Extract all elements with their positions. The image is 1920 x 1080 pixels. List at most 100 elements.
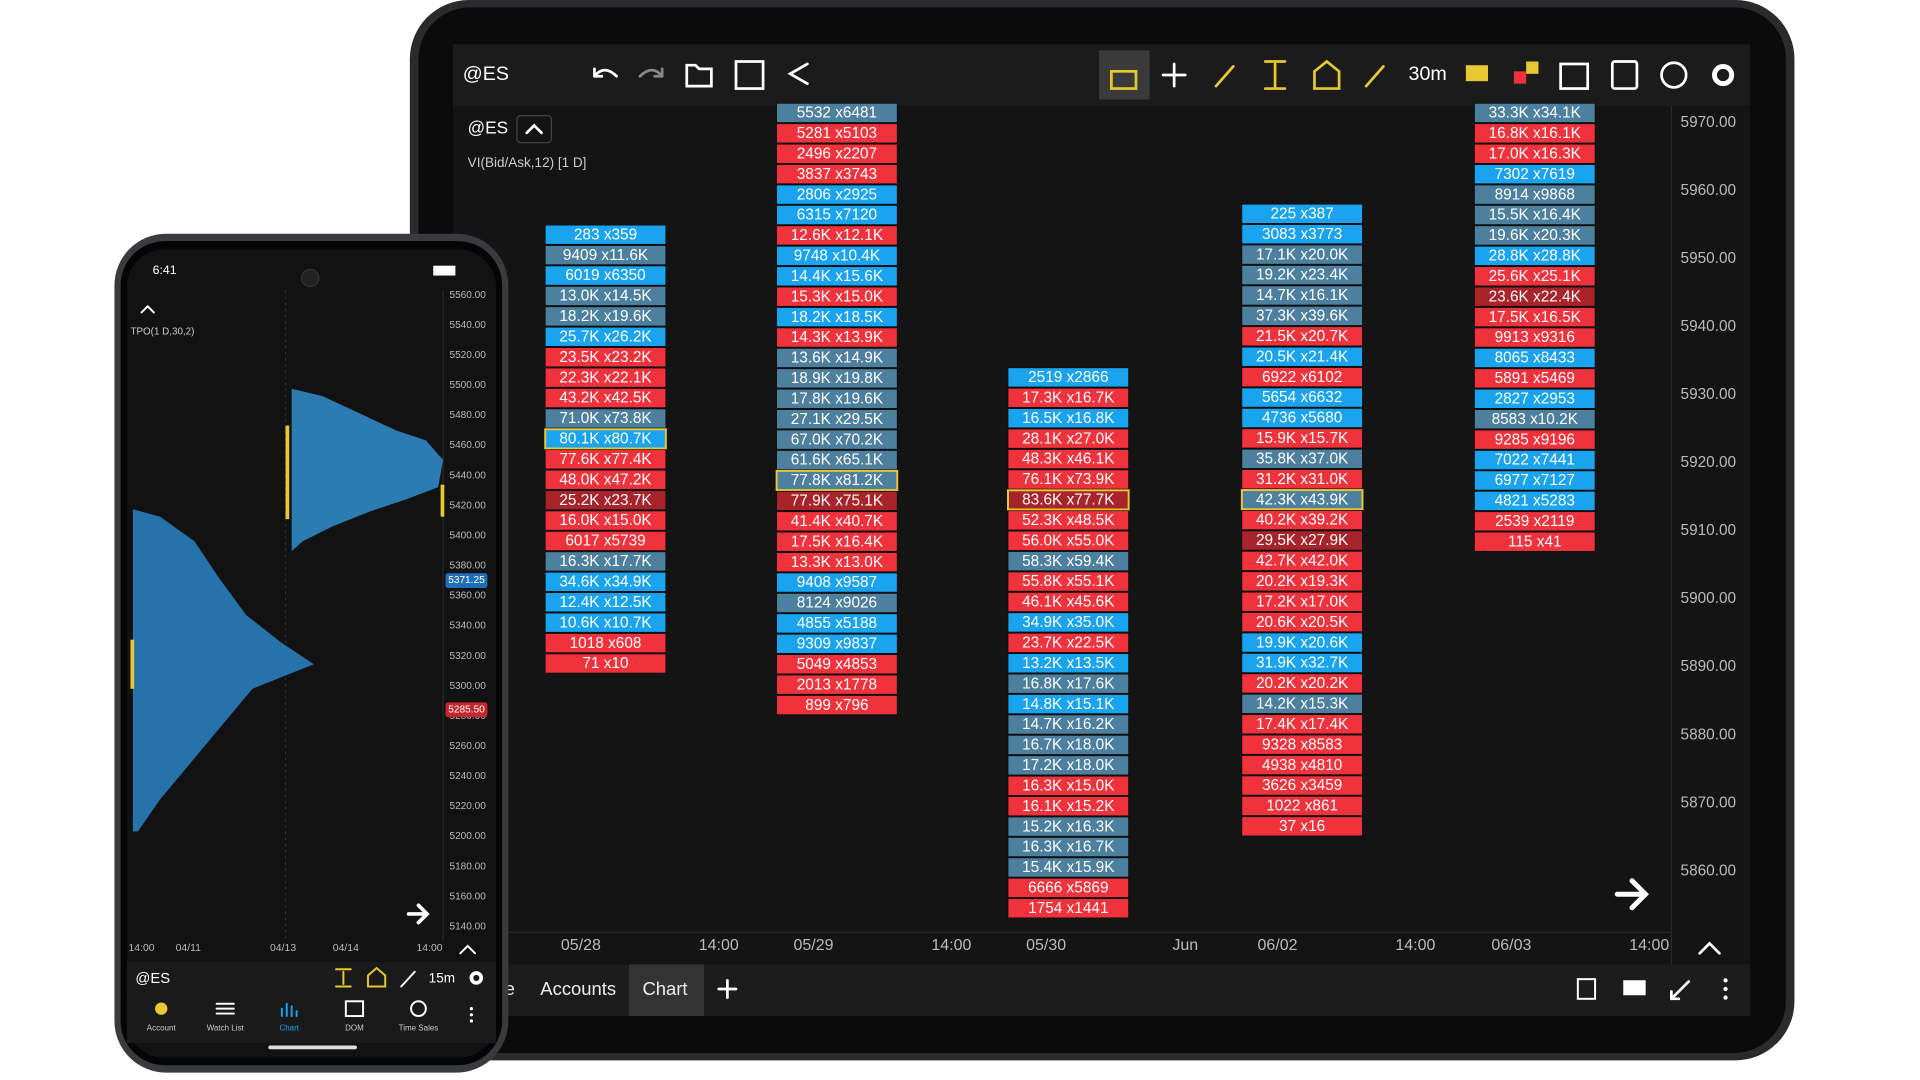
footprint-text: 225 x387 — [1271, 205, 1334, 222]
footprint-cell — [776, 205, 898, 225]
tab[interactable]: Accounts — [540, 978, 616, 999]
footprint-cell — [1241, 550, 1363, 571]
price-label: 5950.00 — [1681, 250, 1737, 267]
nav-label[interactable]: Watch List — [207, 1023, 245, 1032]
book-icon[interactable] — [1610, 60, 1639, 90]
chart-icon[interactable] — [280, 1002, 298, 1018]
collapse-chevron[interactable] — [525, 123, 543, 135]
footprint-text: 5891 x5469 — [1495, 370, 1575, 387]
lock-icon[interactable] — [1110, 69, 1138, 90]
phone-symbol[interactable]: @ES — [135, 971, 170, 987]
footprint-text: 2519 x2866 — [1028, 369, 1108, 386]
phone-nav — [126, 998, 497, 1044]
scroll-right-arrow[interactable] — [1614, 878, 1650, 911]
price-label: 5880.00 — [1681, 726, 1737, 743]
footprint-text: 23.6K x22.4K — [1489, 288, 1582, 305]
footprint-text: 40.2K x39.2K — [1256, 512, 1349, 529]
bars-icon-2[interactable] — [1526, 61, 1539, 74]
footprint-cell — [1474, 164, 1596, 185]
share-icon[interactable] — [787, 62, 809, 85]
watchlist-icon[interactable] — [215, 1002, 235, 1015]
phone-fit-icon[interactable] — [335, 968, 352, 988]
undo-icon[interactable] — [593, 67, 618, 78]
phone-content: 6:41 TPO(1 D,30,2) 5560.00 5540.00 5520.00 55… — [128, 263, 488, 1032]
timesales-icon[interactable] — [410, 1000, 427, 1018]
footprint-cell — [1241, 346, 1363, 367]
footprint-cell — [1007, 755, 1129, 776]
phone-expand[interactable] — [459, 944, 477, 955]
add-tab[interactable] — [717, 979, 738, 999]
settings-icon[interactable] — [1712, 63, 1735, 87]
footprint-text: 77.6K x77.4K — [559, 451, 652, 468]
phone-settings[interactable] — [469, 971, 484, 985]
footprint-cell — [1241, 408, 1363, 428]
study-icon[interactable] — [1313, 59, 1341, 90]
phone-price-label: 5420.00 — [449, 500, 486, 511]
template-icon[interactable] — [734, 60, 765, 90]
tab[interactable]: Chart — [642, 978, 687, 999]
open-icon[interactable] — [685, 63, 713, 88]
nav-label[interactable]: Chart — [279, 1023, 299, 1032]
account-icon[interactable] — [155, 1002, 168, 1015]
price-label: 5970.00 — [1681, 114, 1737, 131]
add-icon[interactable] — [1161, 62, 1187, 88]
footprint-cell — [776, 531, 898, 552]
chart-type-icon[interactable] — [1465, 65, 1488, 82]
footprint-text: 5281 x5103 — [797, 125, 877, 142]
footprint-cell — [776, 164, 898, 185]
footprint-cell — [544, 326, 667, 347]
phone-scroll-arrow[interactable] — [406, 903, 430, 925]
footprint-text: 14.3K x13.9K — [791, 329, 884, 346]
footprint-cell — [1241, 367, 1363, 388]
expand-chevron[interactable] — [1698, 941, 1721, 955]
nav-label[interactable]: Account — [147, 1023, 177, 1032]
footprint-cell — [1007, 632, 1129, 653]
toolbar-symbol[interactable]: @ES — [463, 63, 509, 85]
collapse-box[interactable] — [516, 115, 552, 144]
phone-toolbar — [126, 961, 497, 999]
footprint-cell — [776, 613, 898, 634]
toolbar-interval[interactable]: 30m — [1409, 63, 1447, 85]
redo-icon[interactable] — [638, 67, 664, 78]
footprint-cell — [776, 225, 898, 246]
footprint-text: 31.2K x31.0K — [1256, 471, 1349, 488]
phone-interval[interactable]: 15m — [429, 971, 455, 986]
draw-icon[interactable] — [1214, 65, 1235, 88]
footprint-cell — [776, 450, 898, 471]
footprint-text: 83.6K x77.7K — [1022, 492, 1115, 509]
bars-icon[interactable] — [1513, 71, 1527, 84]
columns-icon[interactable] — [1559, 62, 1590, 90]
time-label: Jun — [1172, 937, 1198, 954]
nav-label[interactable]: DOM — [345, 1023, 364, 1032]
phone-time-label: 04/11 — [176, 943, 202, 954]
footprint-text: 2539 x2119 — [1495, 513, 1574, 530]
fit-icon[interactable] — [1263, 60, 1287, 90]
footprint-text: 16.3K x15.0K — [1022, 777, 1115, 794]
phone-collapse[interactable] — [140, 304, 155, 314]
clock-icon[interactable] — [1660, 61, 1688, 89]
phone-draw-icon[interactable] — [400, 970, 416, 988]
toolbar-icons — [516, 59, 1735, 1001]
footprint-cell — [544, 592, 667, 613]
footprint-cell — [1241, 775, 1363, 796]
footprint-text: 5654 x6632 — [1262, 389, 1342, 406]
dom-icon[interactable] — [344, 1000, 365, 1018]
footprint-cell — [1241, 203, 1363, 224]
footprint-text: 1018 x608 — [570, 635, 642, 652]
phone-study-icon[interactable] — [367, 966, 387, 988]
tab[interactable]: e — [505, 978, 515, 999]
footprint-cell — [1474, 368, 1596, 389]
phone-price-label: 5180.00 — [449, 861, 486, 872]
footprint-text: 55.8K x55.1K — [1022, 573, 1115, 590]
pen-icon[interactable] — [1364, 65, 1385, 88]
footprint-text: 17.2K x18.0K — [1022, 757, 1115, 774]
layout-icon[interactable] — [1623, 980, 1646, 996]
footprint-cell — [544, 428, 667, 450]
phone-time-label: 04/13 — [270, 943, 296, 954]
nav-label[interactable]: Time Sales — [399, 1023, 439, 1032]
footprint-cell — [776, 184, 898, 205]
copy-icon[interactable] — [1576, 978, 1597, 1000]
footprint-cell — [776, 327, 898, 348]
minimize-icon[interactable] — [1670, 980, 1690, 1001]
phone-price-label: 5360.00 — [449, 591, 486, 602]
